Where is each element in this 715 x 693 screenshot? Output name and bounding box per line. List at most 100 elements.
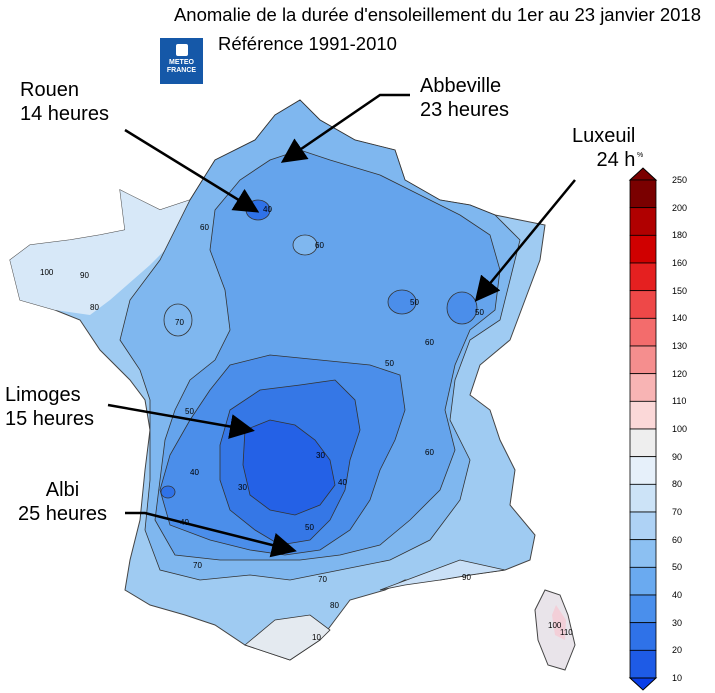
contour-label: 70 — [193, 561, 202, 570]
scale-tick-label: 80 — [672, 479, 683, 490]
map-subtitle: Référence 1991-2010 — [218, 33, 397, 54]
scale-swatch — [629, 566, 657, 596]
label-abbeville-value: 23 heures — [420, 99, 509, 121]
contour-label: 110 — [560, 628, 573, 637]
arrow-luxeuil — [474, 179, 576, 302]
contour-label: 10 — [312, 633, 321, 642]
scale-swatch — [629, 262, 657, 292]
label-luxeuil-name: Luxeuil — [572, 125, 636, 147]
scale-swatch — [629, 207, 657, 236]
corsica-high — [552, 605, 566, 640]
scale-swatch — [629, 622, 657, 651]
scale-tick-label: 10 — [672, 673, 683, 683]
contour-label: 60 — [425, 448, 434, 457]
label-limoges-value: 15 heures — [5, 408, 94, 430]
scale-tick-label: 160 — [672, 258, 688, 268]
scale-swatch — [629, 373, 657, 402]
contour-label: 70 — [318, 575, 327, 584]
zone-south-90 — [379, 559, 506, 591]
contour-label: 60 — [200, 223, 209, 232]
contour-label: 50 — [475, 308, 484, 317]
scale-tick-label: 180 — [672, 230, 688, 241]
label-rouen-value: 14 heures — [20, 103, 109, 125]
label-luxeuil-value: 24 h — [596, 149, 636, 171]
scale-swatch — [629, 649, 657, 679]
legend-unit: % — [637, 152, 644, 159]
zone-90 — [10, 190, 190, 315]
arrow-limoges — [107, 403, 255, 439]
scale-swatch — [629, 594, 657, 624]
contour-label: 100 — [548, 621, 562, 630]
label-albi-value: 25 heures — [18, 503, 107, 525]
arrow-albi — [125, 511, 297, 558]
scale-tick-label: 90 — [672, 451, 683, 462]
contour-label: 60 — [425, 338, 434, 347]
scale-tick-label: 40 — [672, 590, 683, 600]
label-albi-name: Albi — [45, 479, 80, 501]
scale-swatch — [629, 317, 657, 347]
cell-paris — [292, 234, 318, 256]
contour-label: 30 — [316, 451, 325, 460]
contour-label: 40 — [338, 478, 347, 487]
scale-swatch — [629, 290, 657, 319]
zone-south-100 — [244, 614, 331, 661]
label-limoges: Limoges 15 heures — [5, 383, 94, 431]
arrow-abbeville — [280, 93, 410, 163]
cell-west-70 — [163, 303, 193, 337]
logo-text-2: FRANCE — [166, 67, 197, 74]
scale-tick-label: 30 — [672, 617, 683, 628]
cell-southwest — [160, 485, 176, 499]
scale-swatch — [629, 511, 657, 541]
label-rouen-name: Rouen — [20, 79, 79, 101]
label-limoges-name: Limoges — [5, 384, 81, 406]
scale-tick-label: 130 — [672, 341, 688, 351]
scale-bottom-arrow — [628, 677, 658, 691]
scale-tick-label: 110 — [672, 396, 687, 407]
scale-tick-label: 100 — [672, 424, 688, 434]
contour-label: 80 — [330, 601, 339, 610]
cell-luxeuil — [446, 291, 478, 325]
zone-30 — [242, 419, 336, 516]
scale-swatch — [629, 539, 657, 568]
logo-icon — [175, 44, 188, 56]
scale-swatch — [629, 456, 657, 485]
scale-swatch — [629, 345, 657, 375]
scale-swatch — [629, 179, 657, 209]
label-abbeville: Abbeville 23 heures — [420, 74, 509, 122]
scale-swatch — [629, 428, 657, 458]
contour-label: 50 — [305, 523, 314, 532]
arrow-rouen — [124, 128, 260, 213]
scale-tick-label: 140 — [672, 313, 688, 324]
map-title: Anomalie de la durée d'ensoleillement du… — [173, 4, 701, 25]
label-albi: Albi 25 heures — [18, 478, 107, 526]
logo-text-1: METEO — [169, 59, 194, 66]
scale-tick-label: 50 — [672, 562, 683, 573]
contour-label: 50 — [410, 298, 419, 307]
contour-label: 90 — [462, 573, 471, 582]
contour-label: 40 — [263, 205, 272, 214]
scale-tick-label: 200 — [672, 202, 688, 213]
scale-swatch — [629, 400, 657, 430]
scale-tick-label: 20 — [672, 645, 683, 656]
scale-tick-label: 70 — [672, 507, 683, 517]
contour-label: 60 — [315, 241, 324, 250]
contour-label: 50 — [185, 407, 194, 416]
meteo-france-logo: METEO FRANCE — [160, 38, 203, 84]
scale-swatch — [629, 234, 657, 264]
contour-label: 50 — [385, 359, 394, 368]
scale-swatch — [629, 483, 657, 513]
contour-label: 70 — [175, 318, 184, 327]
contour-label: 90 — [80, 271, 89, 280]
contour-label: 30 — [238, 483, 247, 492]
label-luxeuil: Luxeuil 24 h — [572, 124, 635, 172]
label-abbeville-name: Abbeville — [420, 75, 502, 97]
scale-tick-label: 120 — [672, 368, 688, 379]
scale-tick-label: 150 — [672, 285, 688, 296]
scale-tick-label: 250 — [672, 175, 688, 185]
scale-tick-label: 60 — [672, 534, 683, 545]
label-rouen: Rouen 14 heures — [20, 78, 109, 126]
cell-east-1 — [387, 289, 417, 315]
contour-label: 40 — [190, 468, 199, 477]
